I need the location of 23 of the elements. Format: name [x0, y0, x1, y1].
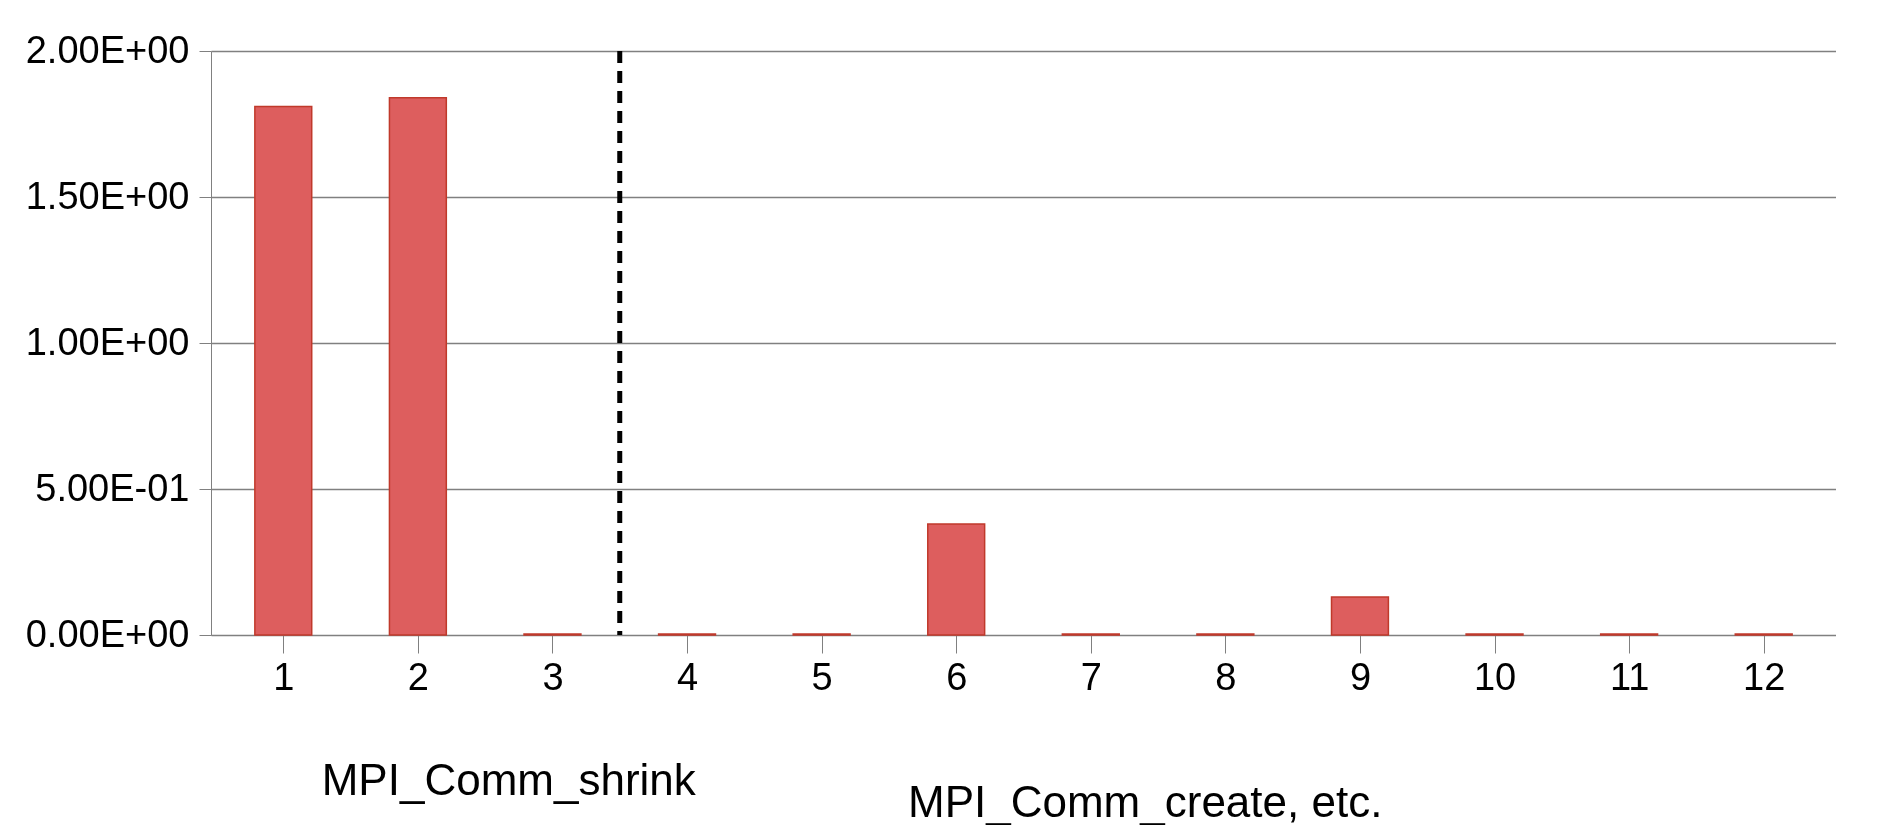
x-tick-label: 12	[1743, 655, 1786, 698]
text: MPI_Comm_shrink	[321, 755, 696, 805]
y-tick-label: 5.00E-01	[35, 466, 190, 509]
y-tick-label: 1.50E+00	[25, 174, 190, 217]
x-tick-label: 11	[1609, 655, 1650, 698]
bar	[388, 96, 448, 636]
text: MPI_Comm_create, etc.	[908, 777, 1383, 825]
bar	[254, 105, 313, 636]
x-tick-label: 2	[407, 655, 429, 698]
bar	[1330, 596, 1390, 636]
x-tick-label: 10	[1473, 655, 1517, 698]
x-tick-label: 4	[676, 655, 699, 698]
x-tick-label: 5	[811, 655, 833, 698]
x-tick-label: 7	[1080, 655, 1102, 698]
x-tick-label: 3	[542, 655, 564, 698]
y-tick-label: 0.00E+00	[25, 612, 190, 655]
y-tick-label: 2.00E+00	[25, 28, 190, 71]
x-tick-label: 9	[1349, 655, 1372, 698]
x-tick-label: 8	[1215, 655, 1237, 698]
bar	[927, 523, 986, 636]
x-tick-label: 6	[946, 655, 968, 698]
x-tick-label: 1	[273, 655, 295, 698]
y-tick-label: 1.00E+00	[25, 320, 190, 363]
